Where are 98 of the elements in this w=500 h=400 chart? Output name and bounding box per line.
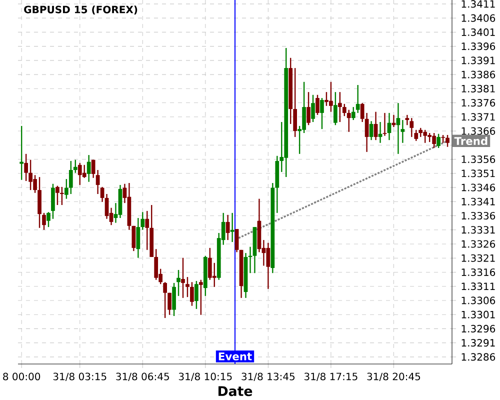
y-tick-label: 1.3401: [462, 28, 495, 36]
candlestick: [42, 212, 46, 230]
candlestick: [154, 248, 158, 280]
candlestick: [203, 255, 208, 297]
candlestick: [172, 282, 176, 317]
candlestick: [194, 280, 198, 310]
y-tick-label: 1.3371: [462, 113, 495, 121]
candlestick: [346, 109, 351, 132]
candlestick: [51, 183, 55, 220]
y-tick-label: 1.3406: [462, 14, 496, 22]
y-tick-label: 1.3386: [462, 70, 496, 78]
y-tick-label: 1.3411: [462, 0, 495, 8]
x-tick-label: 31/8 13:45: [242, 372, 295, 382]
x-tick-label: 31/8 03:15: [53, 372, 106, 382]
candlestick: [186, 276, 190, 298]
y-tick-label: 1.3316: [462, 268, 496, 276]
candlestick: [418, 127, 423, 138]
y-tick-label: 1.3301: [462, 310, 495, 318]
y-tick-label: 1.3341: [462, 198, 495, 206]
candlestick: [320, 97, 324, 130]
candlestick: [382, 112, 387, 136]
y-tick-label: 1.3291: [462, 339, 495, 347]
candlestick: [266, 242, 270, 290]
candlestick: [86, 154, 91, 182]
candlestick: [356, 84, 360, 114]
candlestick: [56, 185, 60, 206]
candlestick: [410, 117, 414, 138]
candlestick: [446, 134, 450, 148]
x-tick-label: 31/8 06:45: [116, 372, 169, 382]
y-tick-label: 1.3286: [462, 353, 496, 361]
candlestick: [150, 204, 154, 258]
x-tick-label: 31/8 20:45: [367, 372, 420, 382]
y-tick-label: 1.3336: [462, 212, 496, 220]
candlestick: [190, 282, 194, 306]
candlestick: [369, 120, 374, 141]
candlestick: [338, 91, 342, 123]
candlestick: [68, 160, 73, 195]
candlestick: [73, 159, 78, 174]
candlestick: [24, 153, 28, 182]
series-label: Trend: [454, 136, 488, 146]
candlestick: [342, 103, 346, 117]
candlestick: [293, 67, 298, 138]
candlestick: [20, 125, 24, 180]
candlestick: [405, 114, 410, 126]
candlestick: [351, 106, 356, 121]
candlestick: [244, 252, 248, 299]
candlestick: [136, 217, 140, 258]
candlestick: [168, 292, 172, 316]
y-tick-label: 1.3306: [462, 296, 496, 304]
candlestick: [176, 269, 180, 297]
candlestick: [396, 102, 400, 155]
candlestick: [257, 198, 262, 253]
y-tick-label: 1.3381: [462, 84, 495, 92]
y-tick-label: 1.3396: [462, 42, 496, 50]
y-tick-label: 1.3321: [462, 254, 495, 262]
candlestick: [64, 178, 68, 200]
candlestick: [288, 57, 293, 125]
candlestick: [181, 257, 185, 299]
candlestick: [198, 279, 203, 316]
x-tick-label: 8 00:00: [3, 372, 40, 380]
candlestick: [316, 94, 320, 116]
x-tick-label: 31/8 17:15: [304, 372, 358, 382]
y-tick-label: 1.3356: [462, 155, 496, 164]
candlestick: [100, 186, 104, 203]
x-tick-label: 31/8 10:15: [178, 372, 232, 382]
y-tick-label: 1.3346: [462, 184, 496, 192]
candlestick: [104, 193, 109, 220]
candlestick: [239, 249, 244, 299]
candlestick: [38, 176, 42, 228]
candlestick: [311, 94, 315, 123]
candlestick: [212, 262, 216, 288]
candlestick: [374, 111, 378, 141]
candlestick: [334, 91, 338, 126]
y-tick-label: 1.3296: [462, 324, 496, 332]
text: GBPUSD 15 (FOREX): [24, 6, 138, 15]
candlestick: [252, 226, 257, 274]
y-tick-label: 1.3391: [462, 56, 495, 64]
candlestick: [234, 228, 239, 253]
y-tick-label: 1.3311: [462, 282, 495, 290]
candlestick: [145, 210, 150, 251]
candlestick: [400, 119, 405, 144]
y-tick-label: 1.3376: [462, 99, 496, 107]
candlestick: [60, 186, 64, 206]
candlestick: [226, 214, 230, 241]
candlestick: [82, 164, 86, 179]
y-tick-label: 1.3351: [462, 170, 495, 178]
ref-line-label: Event: [218, 352, 252, 360]
candlestick: [163, 282, 167, 319]
candlestick: [230, 212, 234, 243]
y-tick-label: 1.3366: [462, 127, 496, 135]
candlestick: [387, 112, 392, 141]
candlestick: [306, 91, 310, 126]
candlestick: [436, 133, 440, 149]
y-tick-label: 1.3331: [462, 226, 495, 234]
x-axis-title: Date: [218, 386, 252, 396]
candlestick: [118, 184, 122, 219]
candlestick: [46, 211, 50, 228]
y-tick-label: 1.3326: [462, 240, 496, 248]
